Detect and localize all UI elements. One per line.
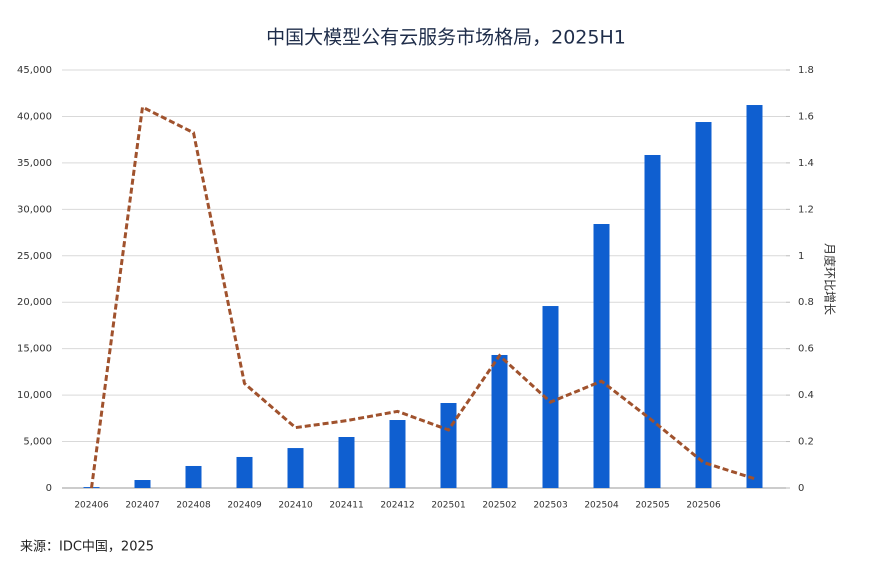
y-tick-label: 20,000 bbox=[17, 297, 52, 308]
y-tick-label: 5,000 bbox=[23, 437, 52, 448]
y-tick-label: 35,000 bbox=[17, 158, 52, 169]
bar bbox=[695, 122, 712, 489]
y-tick-label: 15,000 bbox=[17, 344, 52, 355]
y-tick-label: 25,000 bbox=[17, 251, 52, 262]
y2-tick-label: 1 bbox=[798, 251, 804, 262]
x-tick-label: 202505 bbox=[635, 501, 669, 511]
bar bbox=[746, 105, 763, 489]
y-tick-label: 0 bbox=[46, 483, 52, 494]
x-tick-label: 202406 bbox=[74, 501, 109, 511]
y-tick-label: 10,000 bbox=[17, 390, 52, 401]
line bbox=[90, 104, 755, 489]
y2-tick-label: 0.4 bbox=[798, 390, 814, 401]
x-tick-label: 202412 bbox=[380, 501, 414, 511]
y2-axis-label: 月度环比增长 bbox=[823, 243, 838, 315]
y2-tick-label: 0.6 bbox=[798, 344, 814, 355]
bar bbox=[134, 480, 151, 488]
y2-tick-label: 1.2 bbox=[798, 204, 814, 215]
bar bbox=[542, 306, 559, 488]
x-tick-label: 202410 bbox=[278, 501, 313, 511]
bar bbox=[440, 403, 457, 488]
y2-tick-label: 0 bbox=[798, 483, 804, 494]
y-tick-label: 45,000 bbox=[17, 65, 52, 76]
y-tick-label: 30,000 bbox=[17, 204, 52, 215]
x-tick-label: 202506 bbox=[686, 501, 721, 511]
x-tick-label: 202409 bbox=[227, 501, 262, 511]
bar bbox=[287, 448, 304, 488]
chart-title: 中国大模型公有云服务市场格局，2025H1 bbox=[266, 27, 626, 49]
y2-tick-label: 0.2 bbox=[798, 437, 814, 448]
bar bbox=[491, 354, 508, 488]
y2-tick-label: 1.6 bbox=[798, 111, 814, 122]
bar bbox=[389, 420, 406, 488]
bar bbox=[593, 224, 610, 489]
source-note: 来源：IDC中国，2025 bbox=[20, 540, 154, 555]
bar bbox=[185, 465, 202, 488]
bar bbox=[236, 456, 253, 488]
x-tick-label: 202501 bbox=[431, 501, 465, 511]
bar bbox=[644, 154, 661, 488]
x-tick-label: 202408 bbox=[176, 501, 211, 511]
y-tick-label: 40,000 bbox=[17, 111, 52, 122]
x-tick-label: 202407 bbox=[125, 501, 159, 511]
y2-tick-label: 1.8 bbox=[798, 65, 814, 76]
y2-tick-label: 1.4 bbox=[798, 158, 814, 169]
x-tick-label: 202411 bbox=[329, 501, 363, 511]
x-tick-label: 202502 bbox=[482, 501, 516, 511]
x-tick-label: 202504 bbox=[584, 501, 619, 511]
x-tick-label: 202503 bbox=[533, 501, 567, 511]
bar bbox=[338, 437, 355, 488]
y2-tick-label: 0.8 bbox=[798, 297, 814, 308]
